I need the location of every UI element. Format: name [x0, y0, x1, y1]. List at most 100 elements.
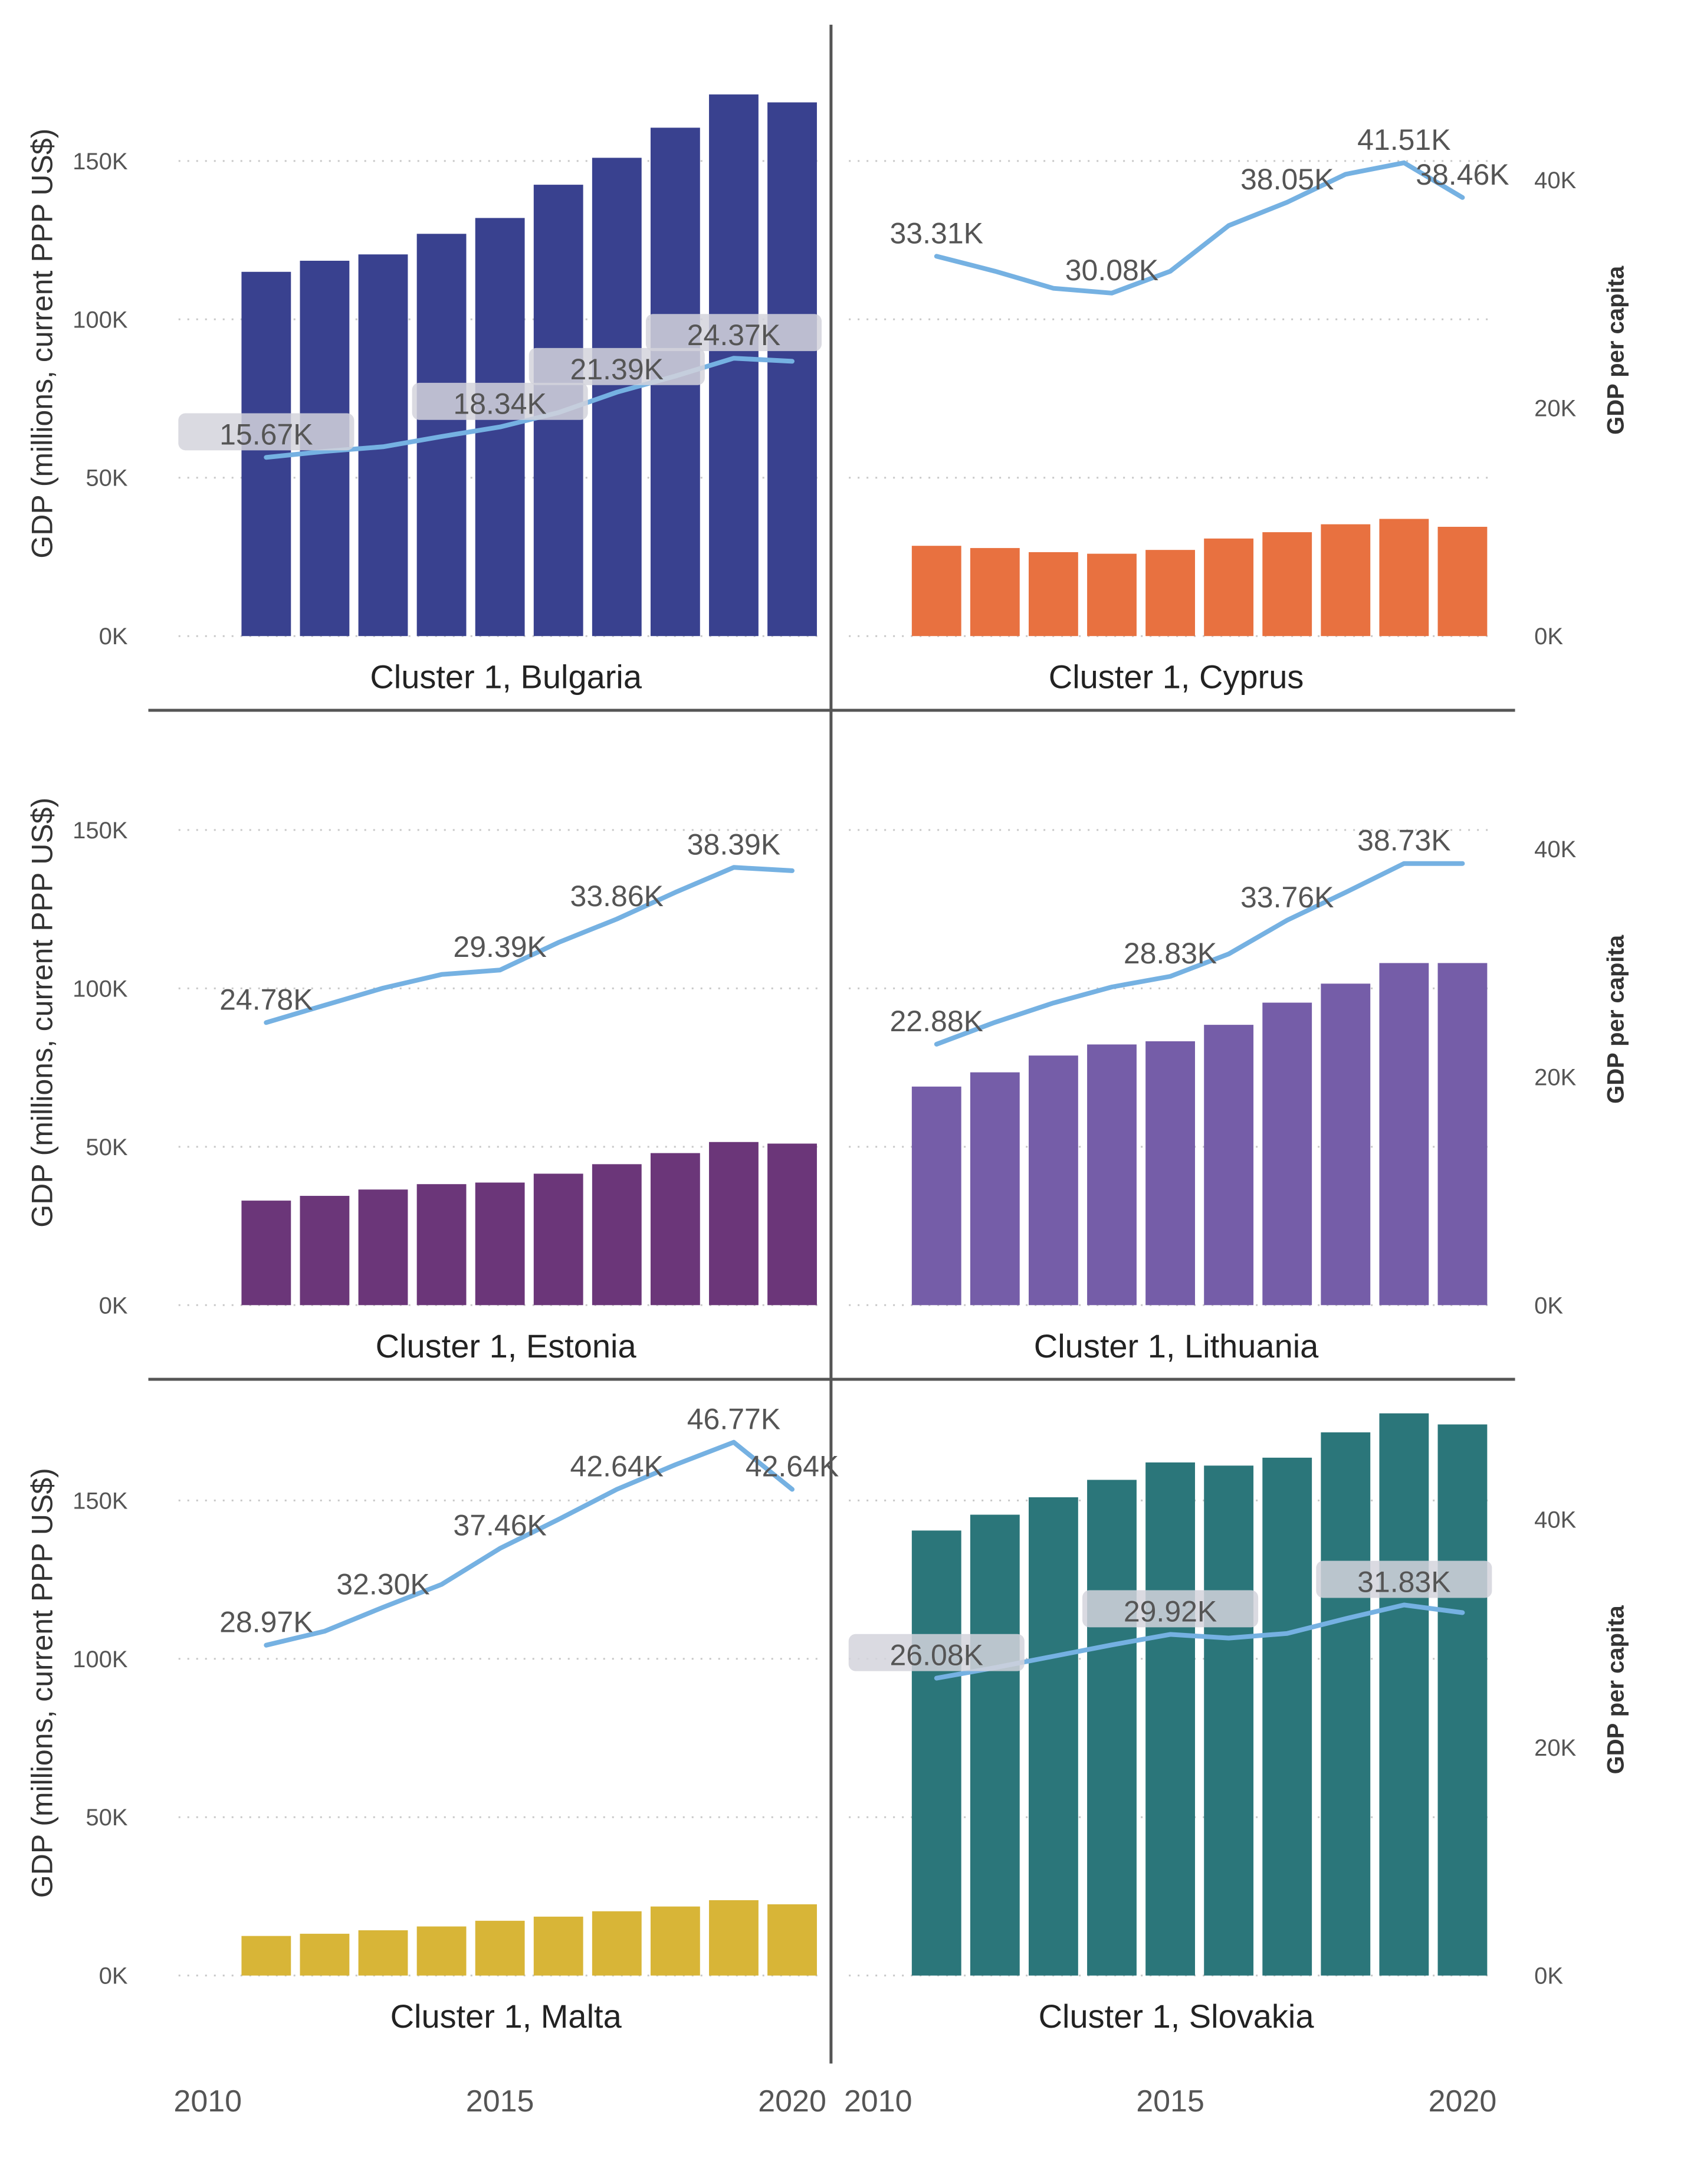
y2-tick-label: 0K: [1534, 1293, 1563, 1319]
bar: [475, 1920, 525, 1976]
bar: [358, 1930, 408, 1976]
panel-title: Cluster 1, Bulgaria: [370, 658, 642, 696]
y2-tick-label: 20K: [1534, 1065, 1576, 1091]
y2-tick-label: 40K: [1534, 837, 1576, 863]
bar: [1321, 1432, 1371, 1976]
x-tick-label: 2015: [1136, 2084, 1204, 2119]
y-tick-label: 150K: [73, 149, 128, 175]
series-line: [934, 861, 1465, 1047]
y2-tick-label: 0K: [1534, 624, 1563, 650]
bar: [1262, 1457, 1312, 1976]
bar: [358, 1189, 408, 1306]
data-label-box: [848, 1634, 1025, 1671]
y-axis-label: GDP (millions, current PPP US$): [25, 1468, 58, 1898]
bar: [1379, 963, 1429, 1306]
y-tick-label: 50K: [86, 1134, 127, 1160]
y-axis-label: GDP (millions, current PPP US$): [25, 798, 58, 1228]
bar: [241, 1936, 291, 1976]
panel-title: Cluster 1, Lithuania: [1034, 1327, 1319, 1365]
bar: [1379, 519, 1429, 637]
panel-title: Cluster 1, Estonia: [376, 1327, 637, 1365]
bar: [1437, 963, 1488, 1306]
bar: [767, 1904, 817, 1976]
series-line: [264, 865, 795, 1025]
data-label: 38.46K: [1416, 158, 1509, 191]
y2-tick-label: 0K: [1534, 1963, 1563, 1989]
data-label: 29.92K: [1124, 1595, 1217, 1628]
data-label: 42.64K: [570, 1450, 664, 1483]
y-axis-label: GDP (millions, current PPP US$): [25, 129, 58, 559]
data-label: 26.08K: [890, 1639, 983, 1672]
data-label: 30.08K: [1065, 254, 1158, 287]
y-tick-label: 0K: [99, 624, 128, 650]
bar: [1087, 1044, 1137, 1306]
bar: [1204, 1025, 1254, 1306]
bar: [1262, 1002, 1312, 1306]
panel-title: Cluster 1, Malta: [390, 1998, 622, 2035]
y2-tick-label: 40K: [1534, 168, 1576, 194]
data-label: 22.88K: [890, 1005, 983, 1038]
y-tick-label: 150K: [73, 1488, 128, 1514]
data-label: 33.86K: [570, 880, 664, 913]
data-label: 46.77K: [687, 1403, 780, 1436]
data-label-box: [1316, 1560, 1492, 1598]
y-tick-label: 50K: [86, 465, 127, 491]
bar: [970, 1072, 1020, 1306]
bar: [1145, 550, 1195, 637]
bar: [241, 1201, 291, 1306]
data-label: 28.83K: [1124, 937, 1217, 970]
data-label: 37.46K: [453, 1509, 546, 1542]
y2-tick-label: 40K: [1534, 1507, 1576, 1533]
data-label: 15.67K: [219, 418, 313, 451]
bar: [300, 1933, 350, 1976]
data-label: 24.78K: [219, 983, 313, 1016]
bar: [416, 1926, 467, 1976]
bar: [767, 102, 817, 637]
data-label-box: [412, 382, 588, 420]
data-label-box: [528, 347, 705, 385]
bar: [1028, 552, 1078, 637]
bar: [1204, 538, 1254, 637]
data-label: 18.34K: [453, 388, 546, 421]
x-tick-label: 2010: [844, 2084, 912, 2119]
y-tick-label: 0K: [99, 1293, 128, 1319]
bar: [1087, 553, 1137, 637]
y-tick-label: 150K: [73, 818, 128, 844]
series-line: [264, 1439, 795, 1648]
bar: [1087, 1480, 1137, 1976]
bar: [1204, 1465, 1254, 1976]
y2-axis-label: GDP per capita: [1603, 934, 1629, 1104]
panel-title: Cluster 1, Cyprus: [1049, 658, 1304, 696]
bar: [1028, 1497, 1078, 1976]
data-label: 33.31K: [890, 217, 983, 250]
panel-title: Cluster 1, Slovakia: [1039, 1998, 1315, 2035]
bar: [767, 1143, 817, 1306]
x-tick-label: 2020: [1429, 2084, 1497, 2119]
bar: [709, 1900, 759, 1976]
x-tick-label: 2015: [466, 2084, 534, 2119]
bar: [911, 1086, 961, 1306]
bar: [1145, 1462, 1195, 1976]
data-label: 29.39K: [453, 930, 546, 963]
bar: [650, 1906, 700, 1976]
y-tick-label: 0K: [99, 1963, 128, 1989]
bar: [1145, 1041, 1195, 1306]
bar: [911, 1530, 961, 1976]
y-tick-label: 100K: [73, 307, 128, 333]
x-tick-label: 2010: [173, 2084, 242, 2119]
y2-tick-label: 20K: [1534, 396, 1576, 422]
y-tick-label: 100K: [73, 1647, 128, 1673]
bar: [533, 1916, 583, 1976]
y2-axis-label: GDP per capita: [1603, 1605, 1629, 1775]
bar: [533, 1173, 583, 1306]
y-tick-label: 50K: [86, 1805, 127, 1831]
series-line: [934, 160, 1465, 296]
data-label: 42.64K: [746, 1450, 839, 1483]
bar: [911, 546, 961, 637]
bar: [1379, 1413, 1429, 1976]
y-tick-label: 100K: [73, 976, 128, 1002]
bar: [475, 1182, 525, 1306]
data-label: 38.39K: [687, 828, 780, 861]
bar: [1321, 983, 1371, 1306]
